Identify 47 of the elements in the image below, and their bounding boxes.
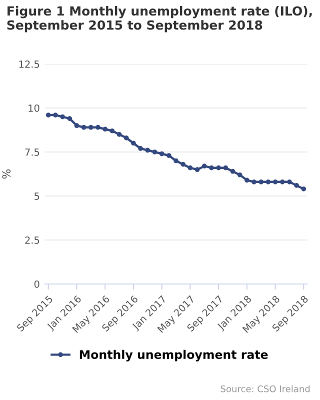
point	[174, 158, 178, 164]
point	[258, 179, 264, 184]
point	[301, 186, 306, 192]
point	[46, 112, 51, 118]
y-tick-label: 5	[34, 192, 40, 200]
point	[280, 179, 285, 184]
point	[216, 165, 221, 170]
point	[272, 179, 278, 184]
point	[180, 162, 186, 167]
point	[124, 135, 129, 140]
y-tick-label: 12.5	[19, 60, 40, 68]
point	[194, 167, 200, 172]
point	[159, 151, 164, 156]
point	[209, 165, 214, 170]
point	[152, 150, 158, 154]
y-tick-label: 2.5	[25, 236, 40, 244]
point	[116, 132, 122, 137]
point	[230, 168, 236, 174]
point	[237, 172, 242, 178]
point	[110, 128, 115, 134]
point	[287, 179, 292, 184]
point	[145, 148, 150, 153]
y-tick-label: 7.5	[25, 148, 40, 156]
point	[252, 179, 256, 184]
point	[131, 140, 136, 146]
point	[138, 146, 143, 151]
point	[102, 126, 108, 132]
point	[244, 178, 250, 183]
point	[202, 164, 207, 169]
point	[166, 153, 172, 158]
y-axis-title: %	[2, 169, 11, 179]
point	[60, 114, 65, 120]
point	[74, 123, 80, 128]
point	[223, 165, 228, 170]
legend-label: Monthly unemployment rate	[80, 350, 268, 362]
y-tick-label: 10	[28, 104, 40, 112]
point	[88, 124, 94, 130]
point	[188, 165, 193, 170]
source-note: Source: CSO Ireland	[220, 385, 310, 392]
point	[81, 124, 86, 130]
chart-title: Figure 1 Monthly unemployment rate (ILO), September 2015 to September 2018	[7, 6, 312, 32]
point	[67, 116, 72, 121]
point	[96, 124, 100, 130]
point	[266, 179, 271, 184]
y-tick-label: 0	[34, 280, 40, 288]
point	[294, 183, 299, 188]
point	[53, 112, 58, 118]
